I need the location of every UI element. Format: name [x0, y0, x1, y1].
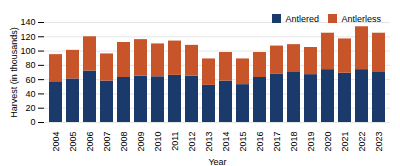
html-text:Antlered: Antlered	[285, 13, 319, 24]
html-text:Antlerless: Antlerless	[341, 13, 381, 24]
svg-text:2017: 2017	[272, 132, 282, 152]
svg-text:2023: 2023	[374, 132, 384, 152]
svg-text:2018: 2018	[289, 132, 299, 152]
svg-text:2019: 2019	[306, 132, 316, 152]
svg-text:2007: 2007	[102, 132, 112, 152]
svg-text:20: 20	[25, 103, 35, 113]
svg-text:2009: 2009	[136, 132, 146, 152]
svg-text:2021: 2021	[340, 132, 350, 152]
svg-text:Harvest (in thousands): Harvest (in thousands)	[9, 27, 19, 118]
svg-text:2012: 2012	[187, 132, 197, 152]
svg-text:0: 0	[30, 117, 35, 127]
svg-text:2010: 2010	[153, 132, 163, 152]
svg-text:120: 120	[20, 32, 35, 42]
svg-text:140: 140	[20, 17, 35, 27]
svg-text:2005: 2005	[68, 132, 78, 152]
svg-text:2008: 2008	[119, 132, 129, 152]
svg-text:2006: 2006	[85, 132, 95, 152]
svg-text:2022: 2022	[357, 132, 367, 152]
svg-text:2016: 2016	[255, 132, 265, 152]
svg-text:2013: 2013	[204, 132, 214, 152]
svg-text:100: 100	[20, 46, 35, 56]
svg-text:2004: 2004	[51, 132, 61, 152]
svg-text:80: 80	[25, 60, 35, 70]
svg-text:Year: Year	[208, 157, 226, 166]
svg-text:2015: 2015	[238, 132, 248, 152]
svg-text:2014: 2014	[221, 132, 231, 152]
svg-text:40: 40	[25, 89, 35, 99]
svg-text:2011: 2011	[170, 132, 180, 151]
svg-text:60: 60	[25, 75, 35, 85]
svg-text:2020: 2020	[323, 132, 333, 152]
